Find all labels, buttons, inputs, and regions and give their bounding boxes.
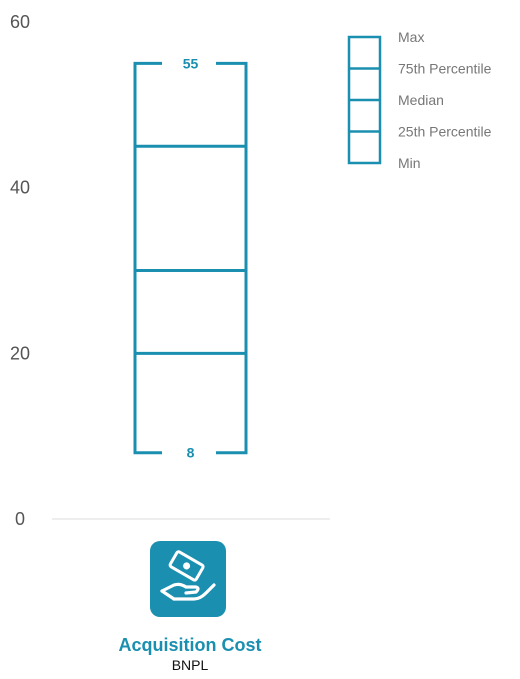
legend-entry: 75th Percentile xyxy=(398,61,492,77)
legend-entry: 25th Percentile xyxy=(398,124,492,140)
y-tick-label: 60 xyxy=(10,12,30,32)
legend-entry: Min xyxy=(398,155,421,171)
y-tick-label: 20 xyxy=(10,343,30,363)
category-icon-box xyxy=(150,541,226,617)
min-value-label: 8 xyxy=(187,445,195,461)
hand-receiving-money-icon xyxy=(160,550,216,601)
legend-entry: Median xyxy=(398,92,444,108)
y-tick-label: 40 xyxy=(10,178,30,198)
y-tick-label: 0 xyxy=(15,509,25,529)
category-subtitle: BNPL xyxy=(171,657,209,673)
y-axis: 0 20 40 60 xyxy=(10,12,330,529)
category-title: Acquisition Cost xyxy=(118,635,262,655)
legend: Max 75th Percentile Median 25th Percentile M… xyxy=(347,29,492,171)
plot-area: 55 8 xyxy=(133,55,248,461)
max-value-label: 55 xyxy=(183,55,199,71)
legend-entry: Max xyxy=(398,29,424,45)
